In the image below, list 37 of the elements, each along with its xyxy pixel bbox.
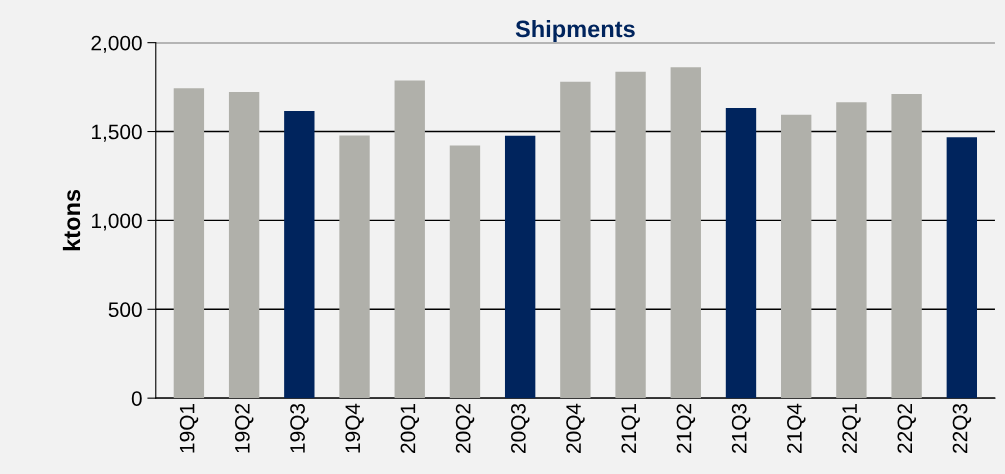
- bar: [615, 71, 646, 399]
- bar: [670, 67, 701, 399]
- x-tick-label: 22Q3: [952, 403, 972, 453]
- bar: [228, 92, 260, 399]
- x-tick-label: 21Q3: [731, 403, 751, 453]
- x-tick-label: 20Q4: [566, 403, 585, 453]
- y-tick-label: 2,000: [91, 35, 142, 53]
- chart-title: Shipments: [515, 19, 635, 42]
- x-tick-label: 22Q1: [842, 404, 861, 453]
- bar: [504, 135, 536, 399]
- x-tick-label: 19Q2: [234, 404, 254, 453]
- x-tick-label: 19Q1: [179, 404, 199, 453]
- bar: [339, 135, 370, 399]
- x-tick-label: 22Q2: [897, 404, 916, 453]
- bar: [725, 108, 757, 399]
- x-tick-label: 21Q1: [621, 404, 640, 453]
- x-tick-label: 21Q4: [787, 403, 806, 453]
- y-axis-title: ktons: [62, 189, 81, 251]
- y-tick-label: 0: [131, 391, 142, 406]
- y-tick-label: 1,500: [92, 124, 142, 142]
- bar: [173, 88, 205, 399]
- bar: [560, 81, 591, 399]
- x-tick-label: 19Q4: [345, 403, 364, 453]
- x-tick-label: 19Q3: [290, 403, 309, 453]
- bar: [891, 94, 922, 399]
- x-tick-label: 20Q1: [400, 404, 420, 453]
- bar: [284, 111, 315, 399]
- x-tick-label: 20Q2: [455, 404, 475, 453]
- bar: [449, 145, 481, 399]
- bar: [781, 114, 812, 399]
- x-tick-label: 21Q2: [676, 404, 696, 453]
- bar: [836, 102, 867, 399]
- x-tick-label: 20Q3: [510, 403, 530, 453]
- bar: [394, 80, 425, 399]
- y-tick-label: 1,000: [92, 213, 142, 231]
- bar: [946, 137, 978, 399]
- y-tick-label: 500: [108, 302, 142, 318]
